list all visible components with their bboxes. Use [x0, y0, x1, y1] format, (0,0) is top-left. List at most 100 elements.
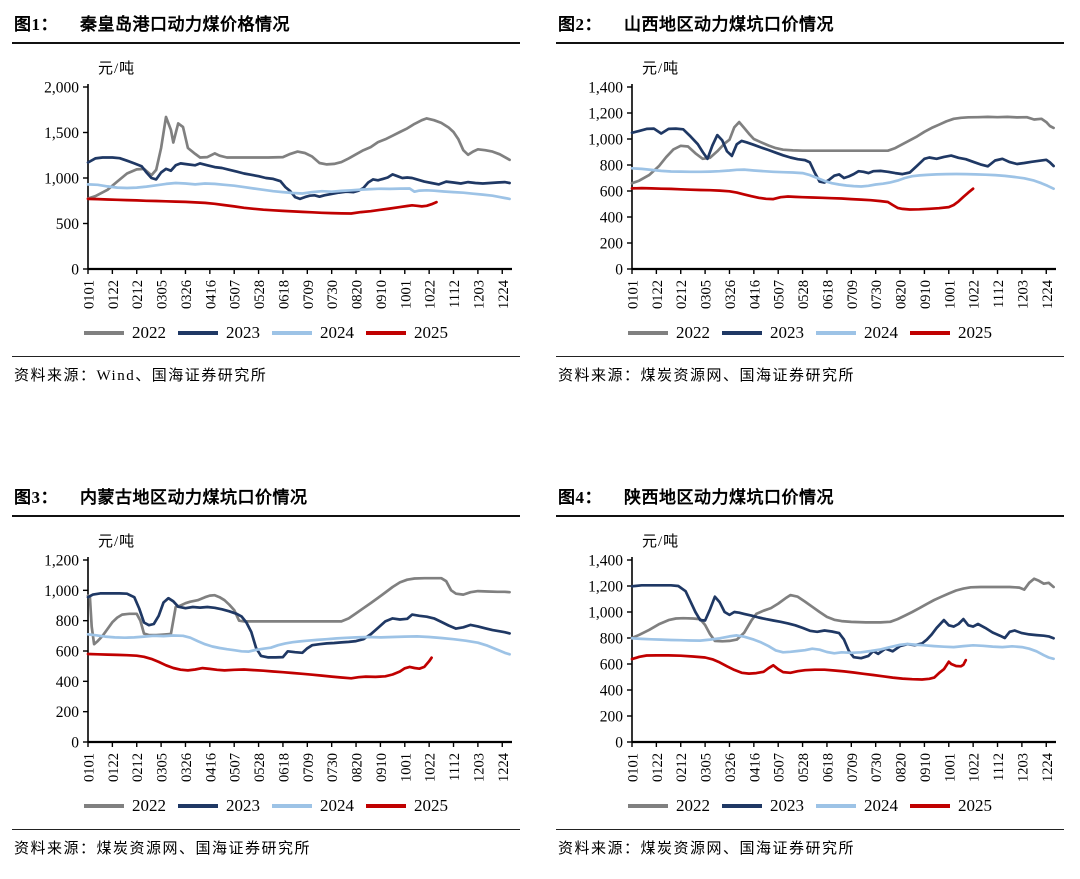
figure-panel-4: 图4： 陕西地区动力煤坑口价情况 元/吨 0 200 400 600 800 1,000 1…: [556, 481, 1064, 858]
figure-header: 图3： 内蒙古地区动力煤坑口价情况: [12, 481, 520, 517]
legend-item-2023: 2023: [178, 796, 260, 816]
legend-item-2025: 2025: [366, 796, 448, 816]
y-tick-label: 1,000: [44, 171, 79, 188]
series-line-2024: [630, 166, 1055, 191]
legend-swatch-2025: [366, 804, 406, 808]
x-tick-label: 0820: [350, 753, 366, 782]
figure-header: 图1： 秦皇岛港口动力煤价格情况: [12, 8, 520, 44]
x-tick-label: 0416: [747, 280, 763, 309]
legend-swatch-2023: [722, 804, 762, 808]
y-tick-label: 1,200: [588, 106, 623, 123]
legend-label: 2022: [676, 323, 710, 342]
legend-label: 2023: [770, 323, 804, 342]
legend: 2022 2023 2024 2025: [12, 323, 520, 343]
x-tick-label: 0820: [894, 753, 910, 782]
series-line-2023: [86, 592, 511, 659]
x-tick-label: 0618: [276, 753, 292, 782]
x-tick-label: 0305: [155, 753, 171, 782]
x-tick-label: 0507: [228, 753, 244, 782]
y-tick-label: 1,200: [44, 553, 79, 570]
legend-label: 2024: [320, 796, 354, 815]
y-tick-label: 0: [71, 262, 79, 279]
legend: 2022 2023 2024 2025: [556, 323, 1064, 343]
x-tick-label: 0101: [626, 280, 642, 309]
y-tick-label: 600: [56, 644, 80, 661]
x-tick-label: 0730: [869, 280, 885, 309]
x-tick-label: 0709: [301, 753, 317, 782]
legend-item-2024: 2024: [272, 796, 354, 816]
series-line-2022: [86, 115, 511, 200]
series-line-2023: [86, 156, 511, 201]
x-tick-label: 0618: [820, 280, 836, 309]
legend-swatch-2022: [628, 804, 668, 808]
x-tick-label: 1112: [447, 280, 463, 308]
legend-swatch-2024: [816, 331, 856, 335]
legend-swatch-2025: [910, 804, 950, 808]
x-tick-label: 1022: [967, 280, 983, 309]
series-line-2022: [86, 576, 511, 646]
x-tick-label: 1022: [967, 753, 983, 782]
legend-label: 2022: [132, 796, 166, 815]
x-tick-label: 0416: [203, 753, 219, 782]
legend-swatch-2025: [910, 331, 950, 335]
x-tick-label: 1203: [471, 280, 487, 309]
series-line-2024: [86, 181, 511, 201]
y-tick-label: 0: [615, 735, 623, 752]
y-tick-label: 1,500: [44, 125, 79, 142]
legend-item-2025: 2025: [910, 796, 992, 816]
x-tick-label: 0709: [845, 753, 861, 782]
y-tick-label: 800: [600, 631, 624, 648]
y-tick-label: 600: [600, 184, 624, 201]
x-tick-label: 0326: [179, 280, 195, 309]
x-tick-label: 1112: [991, 280, 1007, 308]
legend-label: 2022: [676, 796, 710, 815]
y-tick-label: 2,000: [44, 80, 79, 97]
legend-item-2022: 2022: [84, 323, 166, 343]
x-tick-label: 0528: [796, 280, 812, 309]
x-tick-label: 0528: [252, 280, 268, 309]
x-tick-label: 0528: [252, 753, 268, 782]
x-tick-label: 1112: [991, 753, 1007, 781]
legend-item-2024: 2024: [816, 323, 898, 343]
source-note: 资料来源：煤炭资源网、国海证券研究所: [556, 829, 1064, 858]
y-tick-label: 1,000: [588, 605, 623, 622]
y-axis-unit-label: 元/吨: [642, 61, 680, 77]
x-tick-label: 1203: [1015, 280, 1031, 309]
legend-item-2022: 2022: [628, 796, 710, 816]
series-line-2023: [630, 127, 1055, 184]
line-chart-shaanxi: 0 200 400 600 800 1,000 1,200 1,400 0101 0122 0212…: [588, 553, 1056, 782]
y-tick-label: 800: [600, 158, 624, 175]
legend-item-2025: 2025: [366, 323, 448, 343]
x-tick-label: 1001: [942, 753, 958, 782]
x-tick-label: 0122: [106, 280, 122, 309]
legend: 2022 2023 2024 2025: [556, 796, 1064, 816]
figure-panel-1: 图1： 秦皇岛港口动力煤价格情况 元/吨 0 500 1,000 1,500 2,000…: [12, 8, 520, 385]
x-tick-label: 0305: [699, 753, 715, 782]
x-tick-label: 0730: [869, 753, 885, 782]
y-axis-unit-label: 元/吨: [98, 534, 136, 550]
x-tick-label: 0730: [325, 753, 341, 782]
x-tick-label: 0416: [747, 753, 763, 782]
x-tick-label: 0618: [276, 280, 292, 309]
figure-title: 陕西地区动力煤坑口价情况: [624, 488, 834, 507]
x-tick-label: 1001: [398, 753, 414, 782]
line-chart-qinhuangdao: 0 500 1,000 1,500 2,000 0101 0122 0212 0305 0326 0…: [44, 80, 512, 309]
x-tick-label: 0326: [179, 753, 195, 782]
legend-swatch-2025: [366, 331, 406, 335]
figure-grid: 图1： 秦皇岛港口动力煤价格情况 元/吨 0 500 1,000 1,500 2,000…: [12, 8, 1068, 858]
x-tick-label: 1203: [1015, 753, 1031, 782]
line-chart-neimenggu: 0 200 400 600 800 1,000 1,200 0101 0122 0212 0305 0…: [44, 553, 512, 782]
y-tick-label: 1,400: [588, 80, 623, 97]
legend-label: 2024: [864, 323, 898, 342]
legend-item-2023: 2023: [178, 323, 260, 343]
source-note: 资料来源：Wind、国海证券研究所: [12, 356, 520, 385]
source-note: 资料来源：煤炭资源网、国海证券研究所: [12, 829, 520, 858]
legend-label: 2024: [320, 323, 354, 342]
legend: 2022 2023 2024 2025: [12, 796, 520, 816]
legend-swatch-2024: [816, 804, 856, 808]
y-axis-unit-label: 元/吨: [642, 534, 680, 550]
legend-label: 2023: [226, 796, 260, 815]
legend-item-2024: 2024: [272, 323, 354, 343]
y-tick-label: 0: [615, 262, 623, 279]
legend-label: 2025: [414, 796, 448, 815]
